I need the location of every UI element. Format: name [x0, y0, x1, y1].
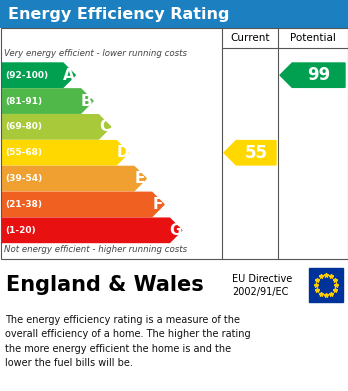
Text: (69-80): (69-80) — [5, 122, 42, 131]
Text: C: C — [99, 119, 110, 135]
Polygon shape — [2, 192, 164, 217]
Text: (39-54): (39-54) — [5, 174, 42, 183]
Text: A: A — [63, 68, 75, 83]
Text: (81-91): (81-91) — [5, 97, 42, 106]
Text: E: E — [135, 171, 145, 186]
Bar — [309, 268, 343, 302]
Text: Energy Efficiency Rating: Energy Efficiency Rating — [8, 7, 229, 22]
Polygon shape — [2, 167, 146, 191]
Text: G: G — [169, 223, 182, 238]
Text: F: F — [153, 197, 163, 212]
Text: 99: 99 — [307, 66, 330, 84]
Text: EU Directive: EU Directive — [232, 274, 292, 284]
Text: (55-68): (55-68) — [5, 148, 42, 157]
Text: (92-100): (92-100) — [5, 71, 48, 80]
Text: Potential: Potential — [290, 33, 336, 43]
Text: Very energy efficient - lower running costs: Very energy efficient - lower running co… — [4, 49, 187, 58]
Text: D: D — [116, 145, 129, 160]
Text: Not energy efficient - higher running costs: Not energy efficient - higher running co… — [4, 245, 187, 254]
Polygon shape — [280, 63, 345, 87]
Polygon shape — [2, 89, 93, 113]
Bar — [0, 28, 348, 259]
Text: B: B — [81, 93, 93, 109]
Polygon shape — [2, 141, 128, 165]
Polygon shape — [2, 115, 111, 139]
Bar — [0, 0, 348, 28]
Polygon shape — [2, 63, 75, 87]
Text: (1-20): (1-20) — [5, 226, 35, 235]
Text: The energy efficiency rating is a measure of the
overall efficiency of a home. T: The energy efficiency rating is a measur… — [5, 315, 251, 368]
Text: 2002/91/EC: 2002/91/EC — [232, 287, 288, 297]
Text: England & Wales: England & Wales — [6, 275, 204, 295]
Text: (21-38): (21-38) — [5, 200, 42, 209]
Bar — [0, 259, 348, 311]
Polygon shape — [2, 218, 182, 242]
Text: 55: 55 — [245, 144, 268, 162]
Polygon shape — [224, 141, 276, 165]
Text: Current: Current — [230, 33, 270, 43]
